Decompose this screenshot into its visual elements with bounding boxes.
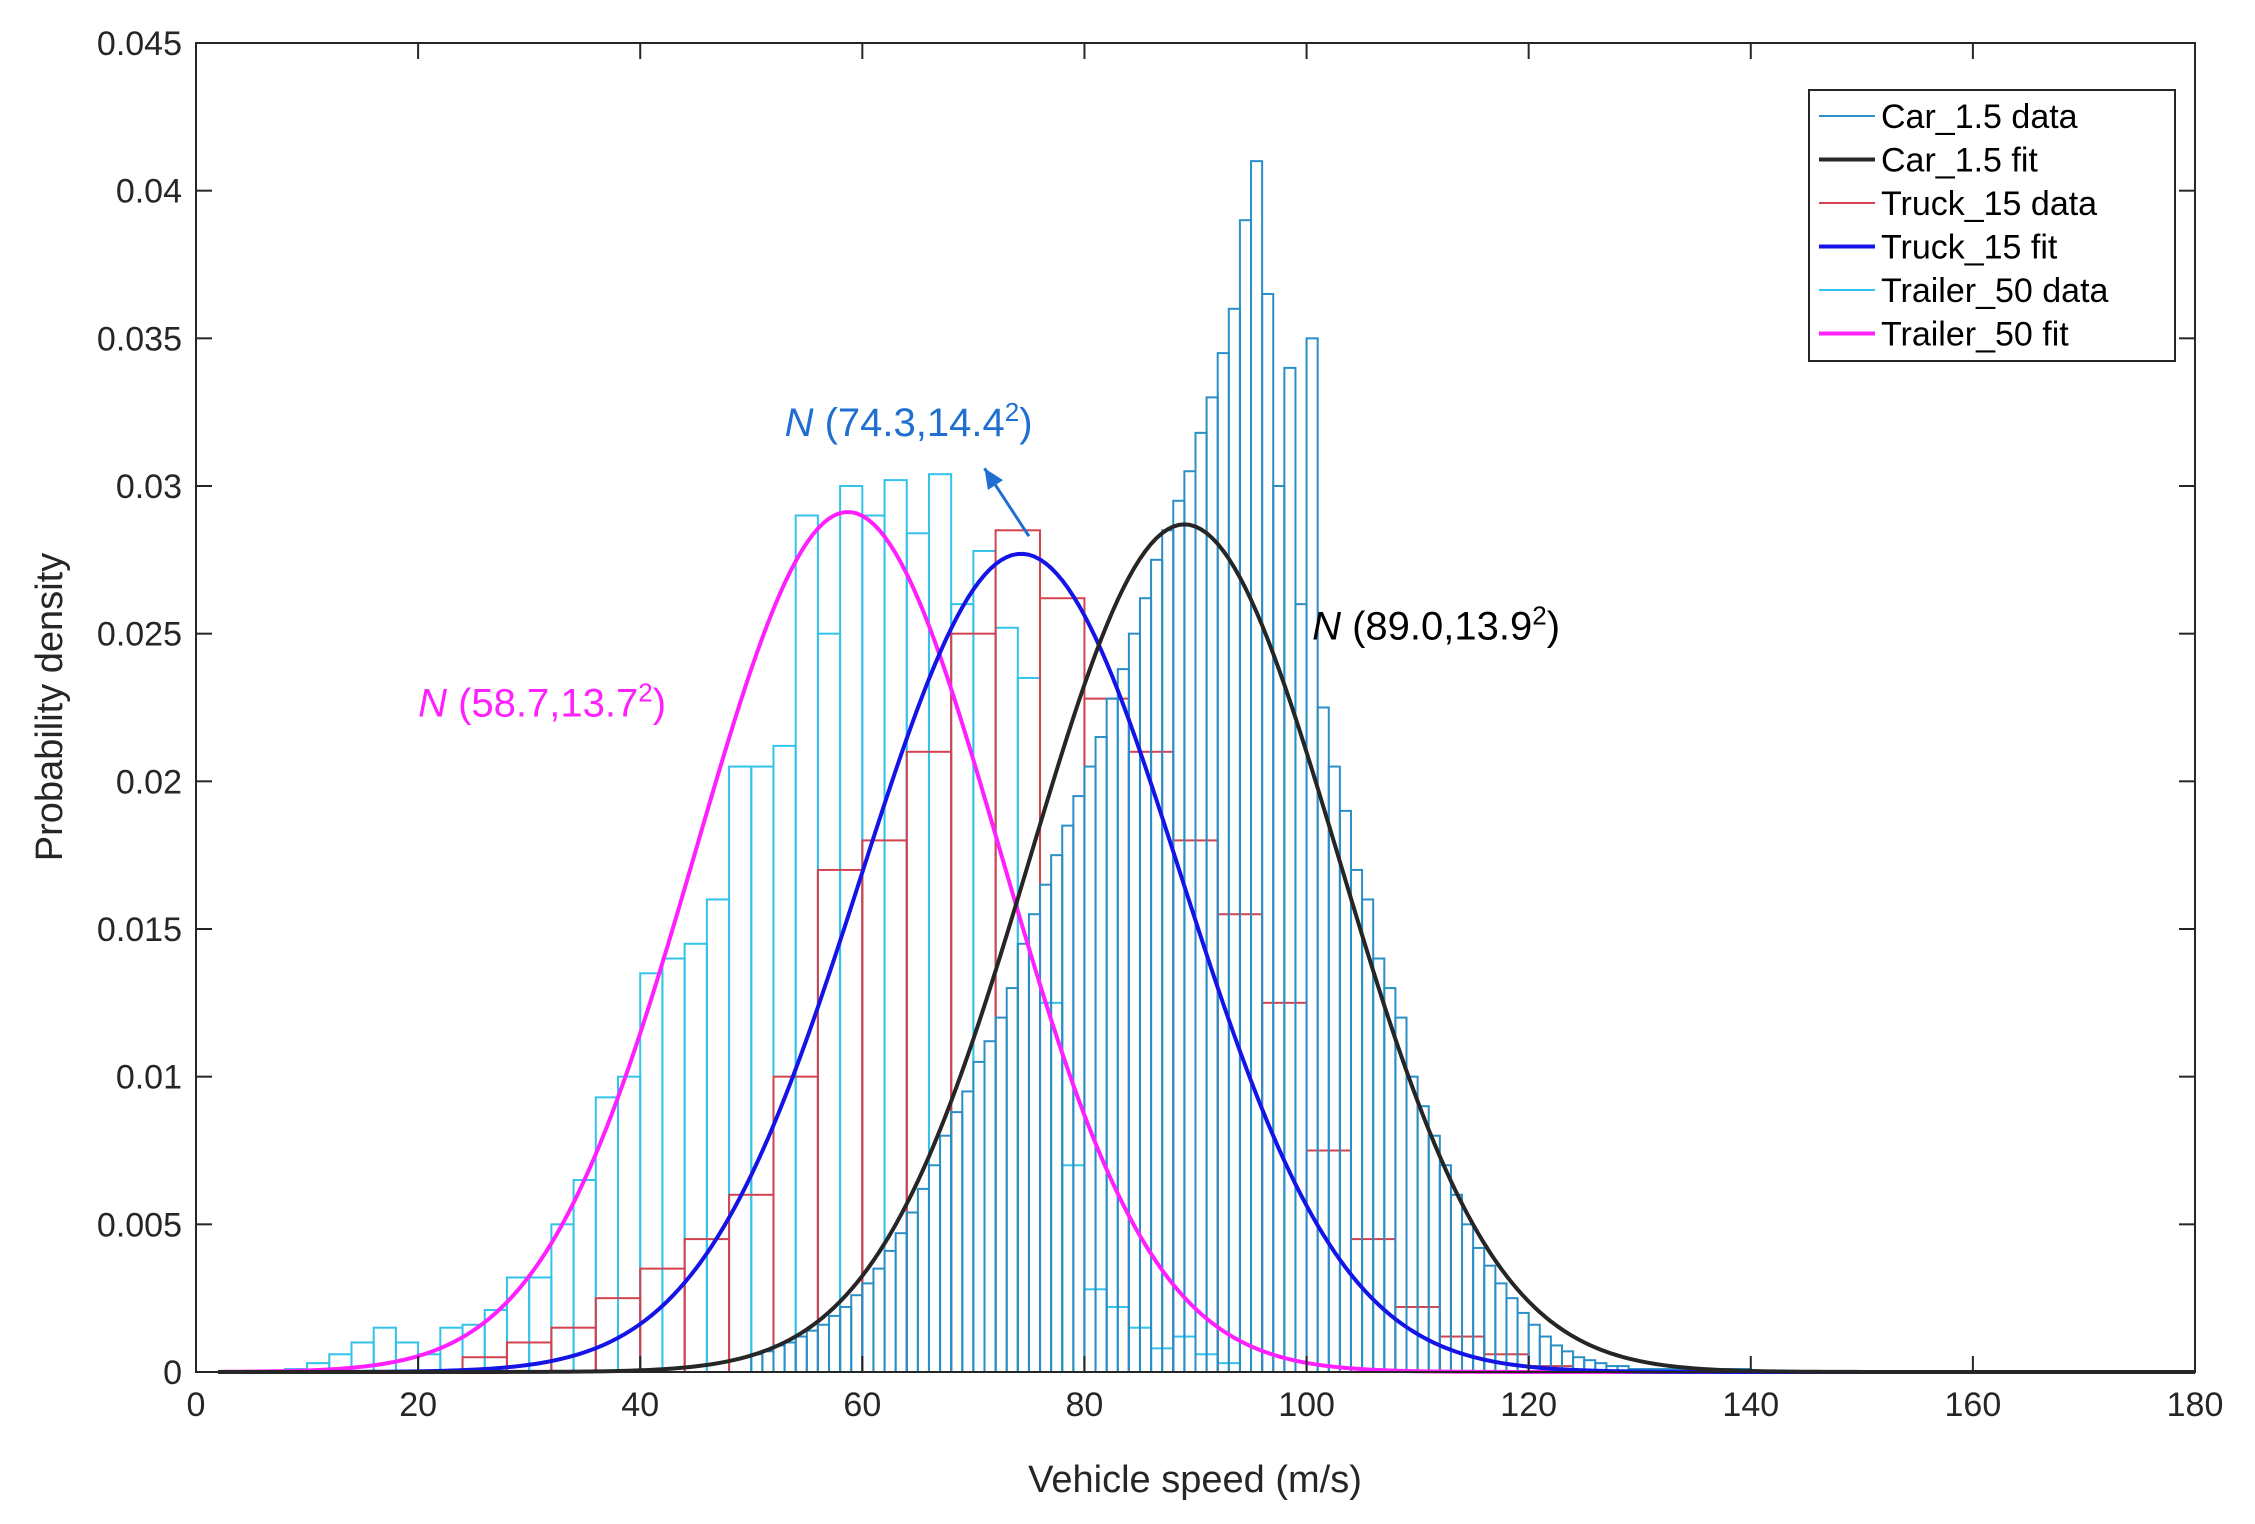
- annotation-trailer: N (58.7,13.72): [418, 677, 666, 725]
- legend-entry: Trailer_50 data: [1819, 272, 2109, 310]
- y-tick-label: 0.04: [116, 173, 182, 211]
- legend-entry: Trailer_50 fit: [1819, 316, 2069, 354]
- legend-label: Trailer_50 data: [1881, 272, 2109, 310]
- legend-label: Truck_15 fit: [1881, 229, 2058, 267]
- x-tick-label: 60: [843, 1386, 881, 1424]
- y-axis-label: Probability density: [29, 553, 71, 861]
- annotation-symbol: N: [785, 401, 814, 445]
- annotation-symbol: N: [418, 681, 447, 725]
- x-tick-label: 0: [187, 1386, 206, 1424]
- x-tick-label: 180: [2167, 1386, 2224, 1424]
- legend-entry: Truck_15 fit: [1819, 229, 2058, 267]
- y-tick-label: 0.03: [116, 468, 182, 506]
- legend-entry: Car_1.5 data: [1819, 98, 2078, 136]
- y-tick-label: 0.01: [116, 1059, 182, 1097]
- x-axis-label: Vehicle speed (m/s): [1028, 1459, 1362, 1501]
- y-tick-label: 0.045: [97, 25, 182, 63]
- legend: Car_1.5 data Car_1.5 fit Truck_15 data Truc…: [1808, 89, 2176, 362]
- y-tick-label: 0.015: [97, 911, 182, 949]
- y-tick-label: 0.025: [97, 616, 182, 654]
- legend-box: [1808, 89, 2176, 362]
- x-tick-label: 20: [399, 1386, 437, 1424]
- annotation-params: (89.0,13.9: [1341, 605, 1532, 649]
- annotation-symbol: N: [1312, 605, 1341, 649]
- y-tick-label: 0: [163, 1354, 182, 1392]
- legend-label: Car_1.5 fit: [1881, 142, 2038, 180]
- annotation-arrowhead: [984, 468, 1003, 490]
- legend-label: Car_1.5 data: [1881, 98, 2078, 136]
- annotation-car: N (89.0,13.92): [1312, 601, 1560, 649]
- annotation-exponent: 2: [638, 677, 652, 707]
- y-tick-label: 0.02: [116, 763, 182, 801]
- annotation-close: ): [1019, 401, 1032, 445]
- annotation-params: (58.7,13.7: [447, 681, 638, 725]
- legend-entry: Car_1.5 fit: [1819, 142, 2038, 180]
- annotation-exponent: 2: [1005, 397, 1019, 427]
- annotation-truck: N (74.3,14.42): [785, 397, 1033, 445]
- y-tick-label: 0.035: [97, 320, 182, 358]
- x-tick-label: 40: [621, 1386, 659, 1424]
- axes: [195, 42, 2196, 1373]
- annotation-close: ): [653, 681, 666, 725]
- legend-label: Trailer_50 fit: [1881, 316, 2069, 354]
- legend-entry: Truck_15 data: [1819, 185, 2097, 223]
- x-tick-label: 140: [1722, 1386, 1779, 1424]
- y-tick-label: 0.005: [97, 1206, 182, 1244]
- x-tick-label: 100: [1278, 1386, 1335, 1424]
- annotation-exponent: 2: [1532, 601, 1546, 631]
- x-tick-label: 160: [1945, 1386, 2002, 1424]
- x-tick-label: 120: [1500, 1386, 1557, 1424]
- x-tick-label: 80: [1066, 1386, 1104, 1424]
- plot-frame: [195, 42, 2196, 1373]
- annotations: N (58.7,13.72)N (74.3,14.42)N (89.0,13.9…: [418, 397, 1560, 726]
- legend-label: Truck_15 data: [1881, 185, 2097, 223]
- annotation-close: ): [1547, 605, 1560, 649]
- tick-labels: 0 20 40 60 80 100 120 140 160 180 0 0.005 0.01 0.015 0…: [97, 25, 2223, 1424]
- annotation-params: (74.3,14.4: [813, 401, 1004, 445]
